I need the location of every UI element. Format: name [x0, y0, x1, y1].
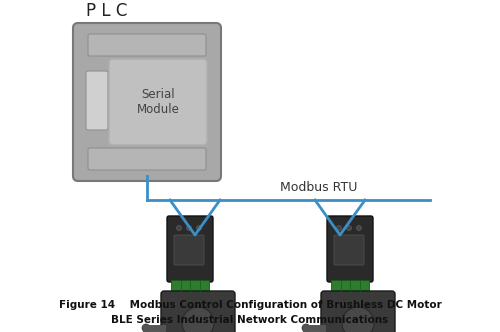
Text: Figure 14    Modbus Control Configuration of Brushless DC Motor: Figure 14 Modbus Control Configuration o…	[58, 300, 442, 310]
Circle shape	[176, 225, 182, 230]
Text: Modbus RTU: Modbus RTU	[280, 181, 357, 194]
FancyBboxPatch shape	[88, 148, 206, 170]
Text: BLE Series Industrial Network Communications: BLE Series Industrial Network Communicat…	[112, 315, 388, 325]
FancyBboxPatch shape	[167, 216, 213, 282]
Circle shape	[196, 225, 202, 230]
Circle shape	[336, 225, 342, 230]
Circle shape	[346, 225, 352, 230]
Bar	[331, 280, 369, 294]
FancyBboxPatch shape	[161, 291, 235, 332]
FancyBboxPatch shape	[86, 71, 108, 130]
FancyBboxPatch shape	[321, 291, 395, 332]
Text: Serial
Module: Serial Module	[136, 88, 180, 116]
Circle shape	[342, 307, 374, 332]
FancyBboxPatch shape	[109, 59, 207, 145]
Circle shape	[356, 225, 362, 230]
FancyBboxPatch shape	[88, 34, 206, 56]
Circle shape	[182, 307, 214, 332]
FancyBboxPatch shape	[334, 235, 364, 265]
Bar	[171, 280, 209, 294]
Circle shape	[186, 225, 192, 230]
FancyBboxPatch shape	[327, 216, 373, 282]
Text: P L C: P L C	[86, 2, 128, 20]
Circle shape	[142, 324, 150, 332]
FancyBboxPatch shape	[73, 23, 221, 181]
Circle shape	[302, 324, 310, 332]
FancyBboxPatch shape	[174, 235, 204, 265]
